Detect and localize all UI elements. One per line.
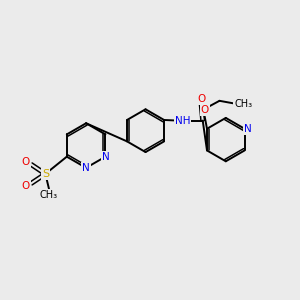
Text: CH₃: CH₃	[40, 190, 58, 200]
Text: NH: NH	[175, 116, 190, 126]
Text: S: S	[42, 169, 49, 179]
Text: O: O	[197, 94, 206, 104]
Text: CH₃: CH₃	[234, 99, 252, 109]
Text: N: N	[82, 163, 90, 173]
Text: O: O	[22, 157, 30, 167]
Text: O: O	[22, 181, 30, 191]
Text: N: N	[244, 124, 251, 134]
Text: N: N	[101, 152, 109, 162]
Text: O: O	[200, 105, 209, 115]
